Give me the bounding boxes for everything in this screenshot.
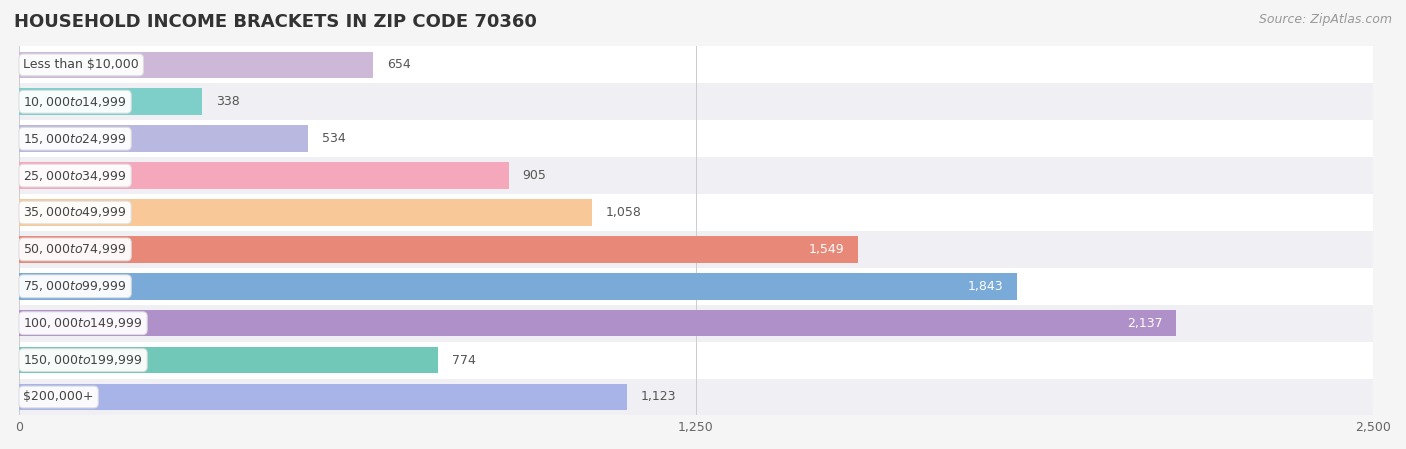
Bar [20,46,1374,84]
Bar [20,52,373,78]
Text: $100,000 to $149,999: $100,000 to $149,999 [24,316,143,330]
Text: $75,000 to $99,999: $75,000 to $99,999 [24,279,127,293]
Bar [20,305,1374,342]
Text: Source: ZipAtlas.com: Source: ZipAtlas.com [1258,13,1392,26]
Bar [20,273,1017,299]
Bar [20,157,1374,194]
Text: 1,058: 1,058 [606,206,641,219]
Text: 2,137: 2,137 [1128,317,1163,330]
Bar [20,236,858,263]
Bar [20,342,1374,379]
Bar [20,84,1374,120]
Text: $50,000 to $74,999: $50,000 to $74,999 [24,242,127,256]
Text: Less than $10,000: Less than $10,000 [24,58,139,71]
Text: HOUSEHOLD INCOME BRACKETS IN ZIP CODE 70360: HOUSEHOLD INCOME BRACKETS IN ZIP CODE 70… [14,13,537,31]
Bar [20,347,439,374]
Text: 338: 338 [215,95,239,108]
Text: $200,000+: $200,000+ [24,391,94,404]
Bar [20,162,509,189]
Text: $10,000 to $14,999: $10,000 to $14,999 [24,95,127,109]
Text: $150,000 to $199,999: $150,000 to $199,999 [24,353,143,367]
Bar [20,384,627,410]
Text: 534: 534 [322,132,346,145]
Bar [20,199,592,226]
Bar [20,125,308,152]
Text: $15,000 to $24,999: $15,000 to $24,999 [24,132,127,145]
Text: 1,549: 1,549 [808,243,845,256]
Text: $25,000 to $34,999: $25,000 to $34,999 [24,168,127,183]
Text: $35,000 to $49,999: $35,000 to $49,999 [24,206,127,220]
Text: 774: 774 [451,354,475,366]
Text: 654: 654 [387,58,411,71]
Bar [20,231,1374,268]
Bar [20,379,1374,415]
Bar [20,120,1374,157]
Bar [20,88,202,115]
Bar [20,268,1374,305]
Text: 1,843: 1,843 [969,280,1004,293]
Bar [20,194,1374,231]
Text: 905: 905 [523,169,547,182]
Text: 1,123: 1,123 [641,391,676,404]
Bar [20,310,1177,336]
